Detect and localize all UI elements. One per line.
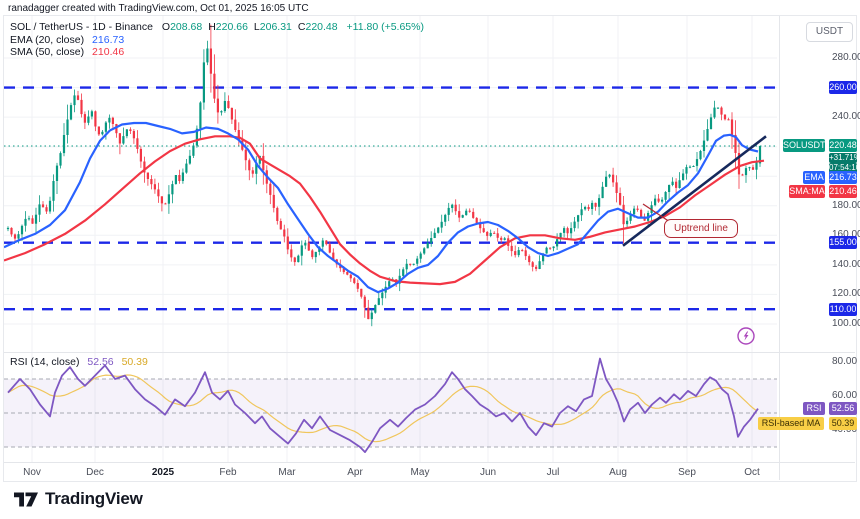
price-axis-label[interactable]: 120.00 — [832, 288, 860, 300]
currency-toggle-button[interactable]: USDT — [806, 22, 853, 42]
rsi-ma-axis-badge-label[interactable]: RSI-based MA — [758, 416, 824, 430]
time-axis-label[interactable]: 2025 — [151, 467, 175, 478]
ema-label: EMA (20, close) — [10, 34, 85, 46]
price-axis-label[interactable]: 280.00 — [832, 52, 860, 63]
rsi-line — [7, 357, 759, 454]
price-chart-canvas[interactable] — [4, 16, 779, 352]
lightning-icon[interactable] — [736, 326, 756, 346]
brand-name: TradingView — [45, 489, 143, 508]
rsi-value: 52.56 — [87, 356, 114, 368]
rsi-pane-canvas[interactable] — [4, 353, 779, 462]
time-axis-label[interactable]: Sep — [678, 467, 696, 478]
ema-axis-label[interactable]: EMA — [803, 171, 825, 184]
symbol-price-badge[interactable]: 220.48 — [829, 139, 857, 153]
rsi-ma-value: 50.39 — [121, 356, 148, 368]
time-axis-label[interactable]: Jul — [546, 467, 560, 478]
tradingview-logo[interactable]: TradingView — [14, 489, 143, 509]
price-axis-label[interactable]: 100.00 — [832, 318, 860, 329]
ohlc-value: 220.48 — [305, 21, 338, 33]
price-level-badge[interactable]: 155.00 — [829, 236, 857, 250]
time-axis-separator — [4, 462, 855, 463]
sma-value: 210.46 — [92, 46, 125, 58]
symbol-legend-row[interactable]: SOL / TetherUS - 1D - Binance O208.68 H22… — [10, 21, 424, 33]
sma-line — [4, 135, 765, 286]
change-value: +11.80 (+5.65%) — [346, 21, 424, 33]
time-axis-label[interactable]: May — [410, 467, 430, 478]
time-axis-label[interactable]: Oct — [744, 467, 760, 478]
ohlc-key: L — [253, 21, 260, 33]
ohlc-key: C — [297, 21, 306, 33]
time-axis-label[interactable]: Aug — [609, 467, 627, 478]
price-axis-separator — [779, 16, 780, 480]
rsi-legend-row[interactable]: RSI (14, close) 52.56 50.39 — [10, 356, 148, 368]
rsi-axis-badge[interactable]: 52.56 — [829, 402, 857, 416]
uptrend-line[interactable] — [622, 135, 767, 247]
candles — [6, 24, 762, 327]
rsi-axis-badge-label[interactable]: RSI — [803, 402, 825, 416]
ema-line — [4, 121, 759, 294]
ohlc-key: O — [161, 21, 171, 33]
uptrend-callout[interactable]: Uptrend line — [664, 219, 738, 238]
ema-value: 216.73 — [92, 34, 125, 46]
price-axis-label[interactable]: 240.00 — [832, 111, 860, 123]
ohlc-value: 206.31 — [259, 21, 292, 33]
symbol-title: SOL / TetherUS - 1D - Binance — [10, 21, 153, 33]
time-axis-label[interactable]: Apr — [347, 467, 363, 478]
rsi-axis-label[interactable]: 80.00 — [832, 356, 858, 367]
price-level-badge[interactable]: 260.00 — [829, 81, 857, 95]
snapshot-credit: ranadagger created with TradingView.com,… — [8, 3, 309, 14]
ohlc-key: H — [208, 21, 216, 33]
sma-axis-badge[interactable]: 210.46 — [829, 185, 857, 198]
symbol-change-badge: +31.71% — [829, 152, 860, 163]
rsi-ma-line — [7, 374, 758, 443]
symbol-price-label[interactable]: SOLUSDT — [783, 139, 826, 153]
time-axis-label[interactable]: Dec — [86, 467, 104, 478]
time-axis-label[interactable]: Jun — [479, 467, 497, 478]
symbol-countdown-badge: 07:54:10 — [829, 162, 860, 173]
rsi-axis-label[interactable]: 60.00 — [832, 390, 858, 401]
ohlc-value: 208.68 — [170, 21, 203, 33]
time-axis-label[interactable]: Feb — [219, 467, 237, 478]
time-axis-label[interactable]: Mar — [278, 467, 296, 478]
rsi-ma-axis-badge[interactable]: 50.39 — [829, 416, 857, 430]
price-axis-label[interactable]: 140.00 — [832, 258, 860, 270]
price-level-badge[interactable]: 110.00 — [829, 302, 857, 316]
ema-axis-badge[interactable]: 216.73 — [829, 171, 857, 184]
ohlc-value: 220.66 — [215, 21, 248, 33]
ohlc-values: O208.68 H220.66 L206.31 C220.48 — [156, 21, 338, 33]
pane-divider[interactable] — [4, 352, 855, 353]
sma-legend-row[interactable]: SMA (50, close) 210.46 — [10, 46, 124, 58]
sma-label: SMA (50, close) — [10, 46, 85, 58]
rsi-label: RSI (14, close) — [10, 356, 80, 368]
sma-axis-label[interactable]: SMA:MA — [789, 185, 825, 198]
tradingview-mark-icon — [14, 492, 38, 506]
time-axis-label[interactable]: Nov — [23, 467, 41, 478]
price-axis-label[interactable]: 160.00 — [832, 229, 860, 241]
price-axis-label[interactable]: 180.00 — [832, 199, 860, 211]
ema-legend-row[interactable]: EMA (20, close) 216.73 — [10, 34, 124, 46]
